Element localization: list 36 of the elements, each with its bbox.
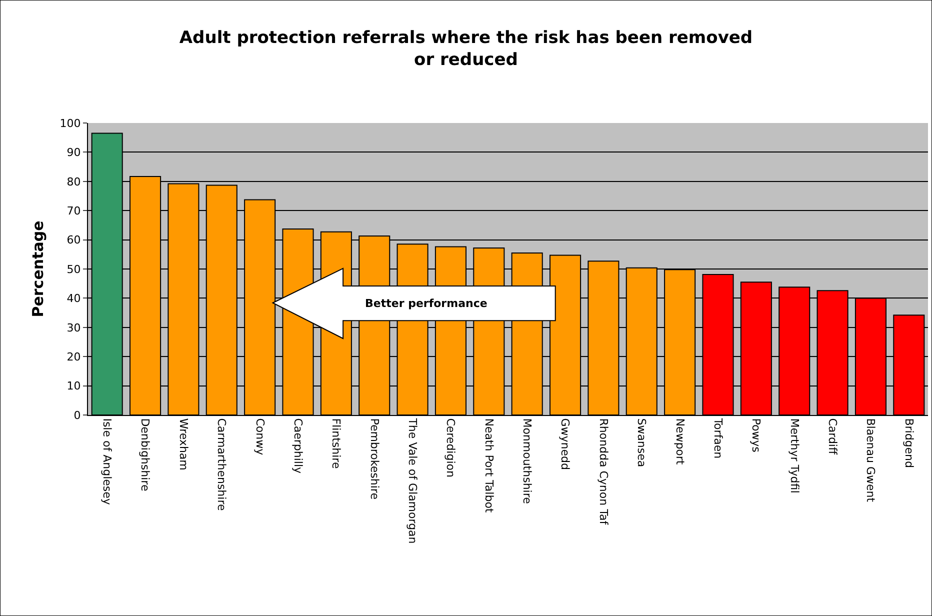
x-tick-label: Blaenau Gwent xyxy=(864,418,878,503)
x-tick-label: Flintshire xyxy=(330,418,343,469)
y-axis-title: Percentage xyxy=(29,220,48,318)
y-tick-label: 80 xyxy=(66,175,81,188)
y-tick-label: 100 xyxy=(60,116,81,130)
x-tick-label: Pembrokeshire xyxy=(368,418,381,500)
x-tick-label: Ceredigion xyxy=(444,418,458,478)
y-tick-label: 20 xyxy=(66,350,81,364)
x-tick-label: Monmouthshire xyxy=(520,418,534,504)
x-tick-label: Newport xyxy=(673,418,686,466)
x-tick-label: Merthyr Tydfil xyxy=(788,418,801,494)
x-tick-label: Cardiff xyxy=(826,418,839,455)
x-tick-label: Conwy xyxy=(253,418,266,456)
x-tick-label: Bridgend xyxy=(902,418,916,468)
x-tick-label: Torfaen xyxy=(711,417,724,459)
x-tick-label: Rhondda Cynon Taf xyxy=(596,418,610,526)
x-tick-label: Caerphilly xyxy=(291,418,304,474)
y-tick-label: 40 xyxy=(66,292,81,306)
y-tick-label: 60 xyxy=(66,234,81,247)
x-tick-label: Neath Port Talbot xyxy=(482,418,496,514)
y-tick-label: 0 xyxy=(74,408,81,422)
x-tick-label: Powys xyxy=(750,418,763,453)
y-tick-label: 50 xyxy=(66,262,81,276)
x-tick-label: Carmarthenshire xyxy=(215,418,228,511)
x-tick-label: Wrexham xyxy=(176,418,190,470)
x-tick-label: Gwynedd xyxy=(558,418,572,470)
y-tick-label: 10 xyxy=(66,380,81,393)
x-tick-label: The Vale of Glamorgan xyxy=(406,417,419,544)
y-tick-label: 30 xyxy=(66,321,81,334)
x-tick-label: Swansea xyxy=(635,418,648,468)
chart-title: Adult protection referrals where the risk has been removed or reduced xyxy=(179,28,753,70)
x-tick-label: Denbighshire xyxy=(138,418,152,492)
x-tick-label: Isle of Anglesey xyxy=(100,418,114,506)
y-tick-label: 90 xyxy=(66,146,81,160)
annotation: Better performance xyxy=(365,297,488,310)
y-tick-label: 70 xyxy=(66,204,81,218)
